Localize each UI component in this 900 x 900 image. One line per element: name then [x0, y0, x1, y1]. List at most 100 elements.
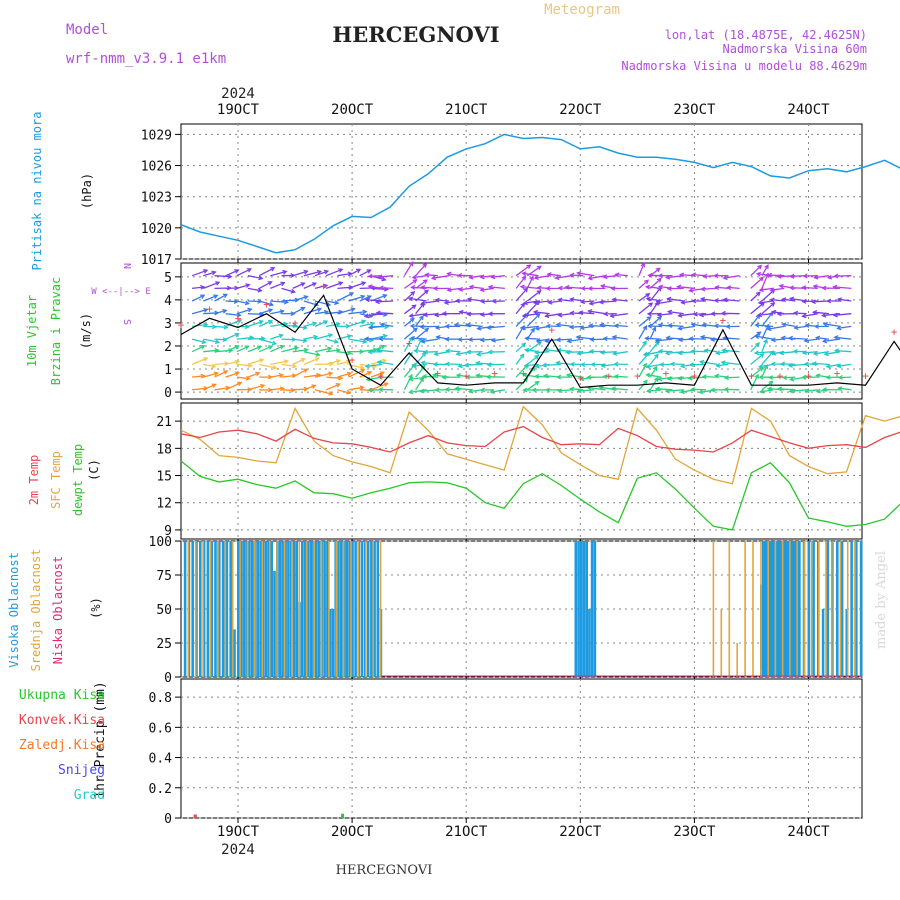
wind-arrow-head [832, 284, 838, 290]
wind-arrow-head [258, 319, 264, 325]
wind-arrow [403, 327, 418, 340]
wind-arrow [270, 360, 288, 366]
wind-arrow [755, 335, 774, 340]
wind-arrow-head [223, 324, 229, 330]
wind-arrow-head [420, 338, 426, 344]
high-cloud-bar [574, 541, 578, 677]
gust-marker: + [178, 319, 185, 332]
wind-arrow [247, 337, 265, 340]
high-cloud-bar [303, 541, 307, 677]
wind-arrow-head [485, 374, 491, 380]
wind-arrow [534, 300, 550, 304]
wind-arrow [565, 286, 584, 290]
model-label: Model [66, 22, 108, 38]
wind-arrow [646, 363, 662, 368]
wind-arrow-head [759, 388, 765, 394]
wind-arrow-head [244, 300, 251, 306]
wind-arrow [225, 381, 242, 391]
wind-arrow-head [378, 336, 384, 342]
high-cloud-bar [348, 541, 351, 677]
high-cloud-bar [206, 541, 210, 677]
wind-arrow [570, 274, 584, 277]
wind-arrow-head [804, 323, 810, 328]
high-cloud-bar [191, 541, 194, 677]
wind-arrow-head [542, 373, 549, 379]
wind-arrow [337, 389, 351, 394]
wind-arrow-head [801, 350, 807, 356]
wind-arrow-head [776, 273, 782, 279]
wind-arrow [359, 295, 372, 302]
wind-arrow [526, 276, 534, 289]
wind-arrow-head [642, 325, 648, 331]
wind-arrow-head [789, 273, 795, 279]
wind-arrow [270, 334, 283, 340]
wind-arrow-head [364, 363, 370, 369]
wind-arrow-head [211, 363, 217, 369]
wind-arrow-head [363, 336, 369, 342]
high-cloud-bar [287, 541, 290, 677]
wind-arrow-head [687, 375, 693, 381]
wind-arrow [755, 324, 774, 328]
y-tick-label: 1020 [141, 222, 172, 237]
wind-arrow-head [599, 322, 605, 328]
panel-frame [180, 123, 863, 260]
high-cloud-bar [202, 541, 206, 677]
wind-arrow [570, 298, 584, 302]
y-tick-label: 9 [164, 524, 172, 539]
high-cloud-bar [812, 541, 815, 677]
wind-arrow-head [766, 272, 773, 278]
wind-arrow-head [475, 360, 481, 366]
high-cloud-bar [214, 541, 217, 677]
wind-arrow [515, 342, 526, 353]
wind-arrow [567, 338, 584, 343]
wind-arrow [638, 302, 653, 315]
wind-arrow [258, 320, 273, 327]
wind-arrow-head [487, 349, 493, 355]
wind-arrow [600, 324, 617, 328]
legend-graupel: Grad [74, 788, 105, 803]
high-cloud-bar [281, 541, 285, 677]
wind-arrow [258, 267, 275, 277]
gust-marker: + [434, 367, 441, 380]
wind-arrow [348, 310, 367, 315]
wind-arrow-head [578, 310, 584, 316]
wind-arrow [376, 312, 394, 315]
wind-arrow [649, 327, 656, 340]
wind-arrow-head [821, 285, 827, 291]
panel-frame [180, 402, 863, 540]
wind-arrow-head [688, 287, 694, 293]
wind-arrow-head [536, 285, 542, 291]
wind-arrow-head [300, 358, 306, 363]
high-cloud-bar [845, 609, 849, 677]
wind-arrow-head [642, 362, 647, 368]
wind-arrow-head [433, 351, 439, 357]
wind-arrow [247, 320, 264, 328]
wind-arrow [612, 298, 628, 302]
wind-arrow-head [200, 345, 206, 350]
gust-marker: + [834, 367, 841, 380]
wind-arrow [678, 325, 695, 330]
wind-arrow [646, 286, 662, 290]
wind-arrow-head [407, 296, 414, 302]
wind-arrow-head [565, 372, 571, 378]
wind-arrow [480, 275, 494, 278]
wind-arrow-head [792, 348, 798, 354]
wind-arrow [802, 351, 818, 354]
high-cloud-bar [850, 541, 853, 677]
wind-arrow [415, 279, 428, 289]
wind-arrow-head [490, 337, 497, 343]
wind-arrow-head [598, 299, 604, 305]
wind-arrow-head [546, 272, 552, 277]
wind-arrow [214, 362, 229, 366]
wind-arrow-head [300, 282, 306, 287]
wind-arrow-head [569, 361, 575, 367]
wind-arrow-head [378, 285, 384, 291]
legend-total-rain: Ukupna Kisa [19, 688, 105, 703]
temperature-panel: 2m Temp SFC Temp dewpt Temp (C) 9 12 15 18 2… [27, 402, 900, 544]
wind-arrow-head [815, 373, 821, 379]
wind-arrow-head [411, 304, 417, 310]
wind-arrow-head [455, 351, 461, 357]
wind-arrow-head [611, 297, 617, 303]
wind-arrow-head [700, 286, 706, 292]
low-cloud-label: Niska Oblacnost [51, 556, 65, 664]
